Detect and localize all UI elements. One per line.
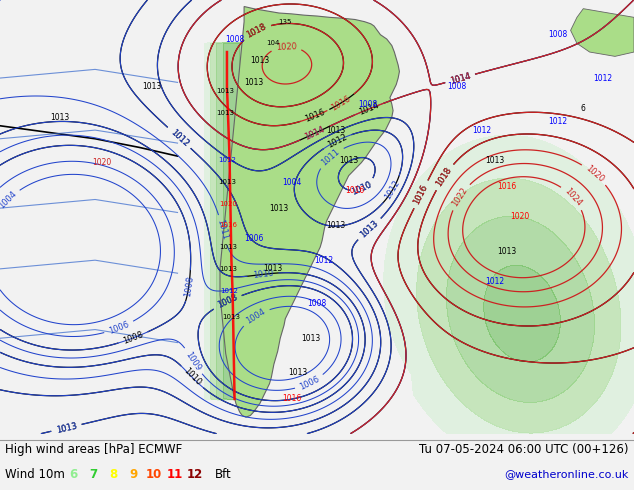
- Text: 1011: 1011: [216, 219, 230, 241]
- Text: 1012: 1012: [326, 132, 349, 149]
- Text: 104: 104: [266, 40, 280, 47]
- Text: 1008: 1008: [216, 293, 239, 310]
- Text: 1010: 1010: [252, 269, 274, 280]
- Text: @weatheronline.co.uk: @weatheronline.co.uk: [505, 469, 629, 479]
- Text: 1013: 1013: [216, 88, 234, 94]
- Text: 1020: 1020: [92, 158, 111, 167]
- Text: 1008: 1008: [225, 34, 244, 44]
- Text: 1012: 1012: [218, 157, 236, 164]
- Text: 1012: 1012: [548, 117, 567, 126]
- Text: 1013: 1013: [250, 56, 269, 65]
- Text: 1014: 1014: [358, 101, 380, 117]
- Text: 1010: 1010: [351, 180, 373, 197]
- Text: 1016: 1016: [219, 222, 237, 228]
- Text: 1016: 1016: [498, 182, 517, 191]
- Text: 1008: 1008: [358, 99, 377, 109]
- Text: 6: 6: [68, 468, 77, 481]
- Text: 1013: 1013: [244, 78, 263, 87]
- Text: 1013: 1013: [498, 247, 517, 256]
- Text: 1012: 1012: [472, 125, 491, 135]
- Text: 1013: 1013: [55, 421, 78, 435]
- Text: 10: 10: [146, 468, 162, 481]
- Text: 1014: 1014: [449, 71, 472, 86]
- Text: 1013: 1013: [143, 82, 162, 91]
- Text: Tu 07-05-2024 06:00 UTC (00+126): Tu 07-05-2024 06:00 UTC (00+126): [420, 443, 629, 456]
- Text: 1013: 1013: [288, 368, 307, 377]
- Text: 1009: 1009: [184, 350, 203, 372]
- Text: 1014: 1014: [449, 71, 472, 86]
- Text: 1013: 1013: [218, 179, 236, 185]
- Text: 1014: 1014: [303, 125, 326, 142]
- Text: 1004: 1004: [0, 190, 18, 211]
- Text: 1013: 1013: [216, 110, 234, 116]
- Text: 1011: 1011: [320, 147, 342, 167]
- Text: 1020: 1020: [219, 201, 237, 207]
- Text: 1012: 1012: [593, 74, 612, 82]
- Text: 1008: 1008: [183, 274, 195, 297]
- Text: 1008: 1008: [307, 299, 327, 308]
- Text: 1018: 1018: [435, 166, 454, 188]
- Text: 7: 7: [89, 468, 97, 481]
- Text: 1013: 1013: [223, 314, 240, 319]
- Text: 1020: 1020: [510, 212, 529, 221]
- Text: 1006: 1006: [108, 320, 131, 336]
- Text: 1008: 1008: [548, 30, 567, 39]
- Text: 1020: 1020: [583, 164, 605, 184]
- Text: Bft: Bft: [215, 468, 231, 481]
- Text: 1013: 1013: [51, 113, 70, 122]
- Text: 1006: 1006: [244, 234, 263, 243]
- Text: 1010: 1010: [181, 367, 202, 388]
- Text: 1013: 1013: [327, 221, 346, 230]
- Text: 1012: 1012: [485, 277, 504, 286]
- Text: 1012: 1012: [383, 179, 402, 201]
- Text: 1016: 1016: [412, 183, 430, 206]
- Text: 1022: 1022: [451, 185, 470, 208]
- Text: 1016: 1016: [282, 394, 301, 403]
- Text: 1013: 1013: [219, 266, 237, 272]
- Text: 1013: 1013: [359, 219, 380, 240]
- Polygon shape: [571, 9, 634, 56]
- Text: 1012: 1012: [221, 288, 238, 294]
- Polygon shape: [220, 6, 399, 417]
- Text: 1010: 1010: [351, 180, 373, 197]
- Text: 1016: 1016: [304, 108, 327, 124]
- Text: 1013: 1013: [263, 265, 282, 273]
- Text: 1013: 1013: [219, 244, 237, 250]
- Text: 1008: 1008: [122, 330, 145, 346]
- Text: 1024: 1024: [562, 186, 583, 208]
- Text: 1004: 1004: [244, 307, 267, 325]
- Text: 1020: 1020: [276, 42, 297, 51]
- Text: 11: 11: [166, 468, 183, 481]
- Text: 6: 6: [581, 104, 586, 113]
- Text: 1016: 1016: [346, 186, 365, 196]
- Text: 1006: 1006: [298, 374, 321, 392]
- Text: 1012: 1012: [314, 256, 333, 265]
- Text: 1008: 1008: [216, 293, 239, 310]
- Text: High wind areas [hPa] ECMWF: High wind areas [hPa] ECMWF: [5, 443, 183, 456]
- Text: 135: 135: [278, 19, 292, 25]
- Text: 1008: 1008: [447, 82, 466, 91]
- Text: 1018: 1018: [245, 22, 268, 40]
- Text: 1012: 1012: [169, 127, 190, 148]
- Text: 1014: 1014: [303, 125, 326, 142]
- Text: 1013: 1013: [339, 156, 358, 165]
- Text: 1013: 1013: [485, 156, 504, 165]
- Text: 1004: 1004: [282, 178, 301, 187]
- Text: 12: 12: [186, 468, 203, 481]
- Text: 1014: 1014: [449, 71, 472, 86]
- Text: 1013: 1013: [359, 219, 380, 240]
- Text: 1013: 1013: [327, 125, 346, 135]
- Text: 9: 9: [129, 468, 138, 481]
- Text: 1018: 1018: [245, 22, 268, 40]
- Text: 8: 8: [109, 468, 118, 481]
- Text: 1016: 1016: [330, 94, 353, 112]
- Text: 1013: 1013: [269, 204, 288, 213]
- Text: 1012: 1012: [169, 127, 190, 148]
- Text: 1018: 1018: [435, 166, 454, 188]
- Text: 1016: 1016: [412, 183, 430, 206]
- Text: Wind 10m: Wind 10m: [5, 468, 65, 481]
- Text: 1013: 1013: [55, 421, 78, 435]
- Text: 1013: 1013: [301, 334, 320, 343]
